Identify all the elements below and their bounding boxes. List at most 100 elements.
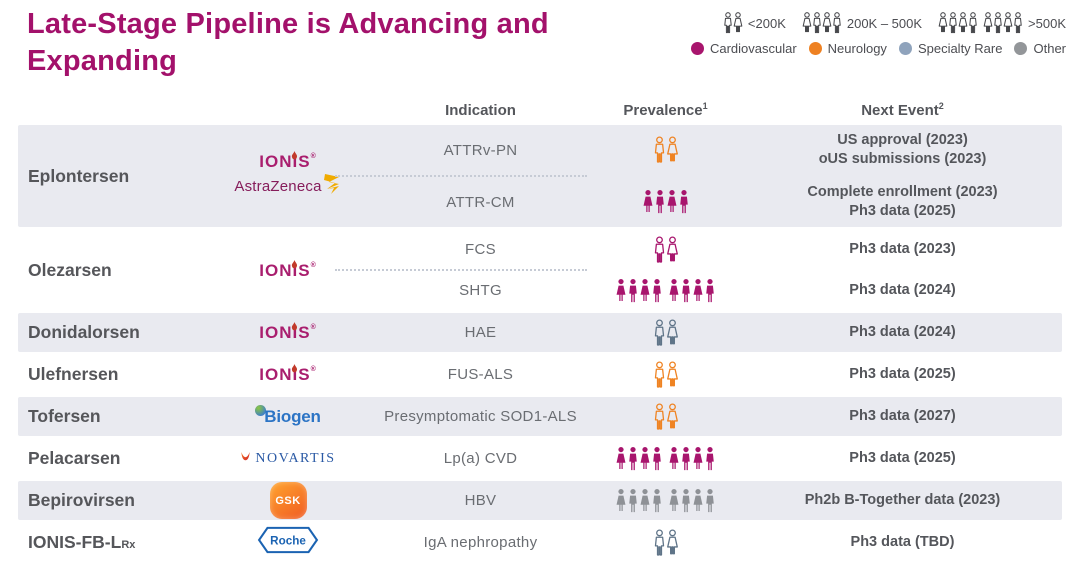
biogen-wordmark: Biogen [264, 406, 321, 426]
ionis-flame-icon [291, 318, 298, 335]
prevalence-icon-group-4 [642, 189, 690, 215]
pipeline-entry: ATTRv-PN US approval (2023) oUS submission… [373, 125, 1062, 175]
row-entries: FUS-ALS Ph3 data (2025) [373, 355, 1062, 394]
person-man-icon [682, 278, 690, 302]
person-woman-icon [616, 488, 626, 511]
pipeline-row: Bepirovirsen GSK HBV Ph2b B-Together data (… [18, 481, 1062, 520]
next-event-line: Ph2b B-Together data (2023) [804, 492, 1001, 509]
person-man-icon [682, 446, 690, 470]
header-next-event: Next Event2 [743, 101, 1062, 119]
pipeline-row: Tofersen Biogen Presymptomatic SOD1-ALS Ph3… [18, 397, 1062, 436]
person-woman-icon [669, 278, 679, 301]
person-woman-icon [666, 402, 678, 428]
person-woman-icon [669, 488, 679, 511]
indication-cell: IgA nephropathy [423, 534, 538, 551]
row-entries: Presymptomatic SOD1-ALS Ph3 data (2027) [373, 397, 1062, 436]
next-event-cell: Ph3 data (2027) [743, 407, 1062, 426]
partner-cell: Biogen [203, 397, 373, 436]
next-event-cell: Ph3 data (2023) [743, 240, 1062, 259]
pipeline-row: Ulefnersen IONIS® FUS-ALS Ph3 data (2025) [18, 355, 1062, 394]
person-man-icon [653, 446, 661, 470]
person-woman-icon [666, 318, 678, 344]
biogen-logo: Biogen [255, 404, 321, 427]
astrazeneca-ribbon-icon [322, 173, 342, 200]
legend-size-icon-group [802, 12, 842, 34]
gsk-logo: GSK [269, 482, 307, 519]
gsk-wordmark: GSK [275, 494, 301, 507]
next-event-cell: Ph3 data (TBD) [743, 533, 1062, 552]
registered-mark: ® [310, 152, 317, 160]
legend-category-neurology: Neurology [808, 41, 887, 56]
next-event-line: Ph3 data (2027) [849, 408, 956, 425]
prevalence-cell [588, 528, 743, 557]
registered-mark: ® [310, 366, 317, 373]
partner-cell: Roche [203, 523, 373, 562]
header-indication: Indication [445, 101, 516, 119]
legend-prevalence-sizes: <200K 200K – 500K >500K [723, 12, 1066, 34]
prevalence-icon-group-2 [653, 235, 679, 264]
person-man-icon [654, 402, 664, 430]
prevalence-icon-group-2 [653, 360, 679, 389]
category-dot-neurology [808, 42, 822, 55]
partner-cell: GSK [203, 481, 373, 520]
person-man-icon [679, 189, 688, 214]
pipeline-table: Indication Prevalence1 Next Event2 Eplon… [18, 95, 1062, 564]
header-prevalence-label: Prevalence [623, 102, 703, 119]
drug-name-text: Donidalorsen [28, 322, 140, 342]
novartis-wordmark: NOVARTIS [255, 450, 336, 466]
table-header-row: Indication Prevalence1 Next Event2 [18, 95, 1062, 125]
person-man-icon [833, 12, 841, 34]
person-man-icon [654, 235, 664, 263]
next-event-cell: Ph3 data (2024) [743, 281, 1062, 300]
person-man-icon [969, 12, 977, 34]
person-man-icon [813, 12, 821, 34]
person-man-icon [949, 12, 957, 34]
prevalence-icon-group-2 [653, 318, 679, 347]
next-event-line: Ph3 data (2024) [849, 282, 956, 299]
row-entries: IgA nephropathy Ph3 data (TBD) [373, 523, 1062, 562]
svg-text:Roche: Roche [270, 535, 306, 548]
prevalence-cell [588, 446, 743, 472]
pipeline-row: Pelacarsen NOVARTIS Lp(a) CVD Ph3 data (202… [18, 439, 1062, 478]
person-woman-icon [666, 136, 678, 162]
ionis-flame-icon [291, 256, 298, 273]
pipeline-entry: Lp(a) CVD Ph3 data (2025) [373, 439, 1062, 478]
ionis-flame-icon [291, 360, 298, 377]
person-woman-icon [666, 360, 678, 386]
drug-name-text: Olezarsen [28, 259, 112, 280]
pipeline-row: IONIS-FB-L Rx Roche IgA nephropathy Ph3 data… [18, 523, 1062, 562]
row-entries: HAE Ph3 data (2024) [373, 313, 1062, 352]
category-dot-other [1014, 42, 1028, 55]
indication-cell: Lp(a) CVD [443, 450, 518, 467]
prevalence-icon-group-2 [653, 528, 679, 557]
prevalence-cell [588, 235, 743, 264]
pipeline-entry: IgA nephropathy Ph3 data (TBD) [373, 523, 1062, 562]
category-dot-cardiovascular [690, 42, 704, 55]
person-man-icon [654, 528, 664, 556]
legend-size-icon-group [938, 12, 1023, 34]
drug-name-text: Eplontersen [28, 165, 130, 186]
prevalence-icon-group-8 [615, 446, 716, 472]
legend-therapy-categories: Cardiovascular Neurology Specialty Rare Oth… [690, 41, 1066, 56]
ionis-flame-icon [291, 147, 298, 164]
legend-size-icon-group [723, 12, 743, 34]
astrazeneca-wordmark: AstraZeneca [234, 177, 322, 195]
partner-cell: IONIS® [203, 230, 373, 310]
person-woman-icon [640, 278, 650, 301]
legend-category-label: Cardiovascular [709, 41, 797, 56]
indication-cell: HAE [464, 324, 497, 341]
person-woman-icon [802, 12, 812, 33]
person-man-icon [653, 488, 661, 512]
pipeline-entry: HBV Ph2b B-Together data (2023) [373, 481, 1062, 520]
legend-size-item-4: 200K – 500K [802, 12, 922, 34]
indication-cell: FCS [465, 241, 496, 258]
legend-category-label: Other [1033, 41, 1066, 56]
prevalence-cell [588, 189, 743, 215]
next-event-line: Ph3 data (2025) [849, 450, 956, 467]
legend-size-label: <200K [747, 15, 786, 31]
person-man-icon [994, 12, 1002, 34]
partner-cell: IONIS® AstraZeneca [203, 125, 373, 227]
pipeline-row: Donidalorsen IONIS® HAE Ph3 data (2024) [18, 313, 1062, 352]
drug-name-text: Ulefnersen [28, 364, 119, 384]
legend-size-item-2: <200K [723, 12, 786, 34]
